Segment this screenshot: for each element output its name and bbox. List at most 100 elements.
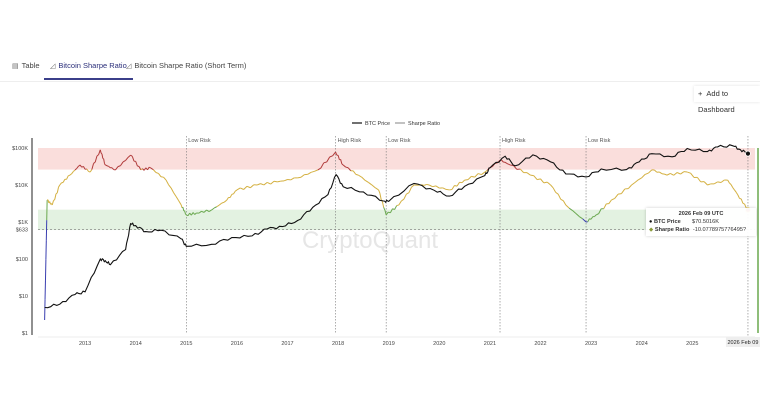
add-to-dashboard-button[interactable]: + Add to Dashboard: [694, 86, 760, 114]
sharpe-ratio-segment: [445, 188, 450, 191]
sharpe-ratio-segment: [696, 177, 702, 183]
sharpe-ratio-segment: [664, 173, 668, 176]
sharpe-ratio-segment: [423, 183, 427, 186]
y-tick-label: $100: [16, 257, 28, 263]
sharpe-ratio-segment: [590, 216, 594, 220]
sharpe-ratio-segment: [127, 154, 131, 158]
sharpe-ratio-segment: [55, 192, 58, 195]
sharpe-ratio-segment: [283, 179, 288, 182]
sharpe-ratio-segment: [368, 182, 373, 186]
sharpe-ratio-segment: [342, 164, 347, 168]
sharpe-ratio-segment: [358, 174, 362, 178]
sharpe-ratio-segment: [310, 170, 315, 173]
plus-icon: +: [698, 89, 703, 98]
sharpe-ratio-segment: [666, 172, 671, 176]
sharpe-ratio-segment: [361, 176, 366, 181]
sharpe-ratio-segment: [122, 159, 126, 163]
sharpe-ratio-segment: [737, 194, 740, 199]
annotation-label: Low Risk: [388, 138, 411, 144]
sharpe-ratio-segment: [101, 153, 104, 159]
sharpe-ratio-segment: [341, 163, 344, 166]
sharpe-ratio-segment: [103, 158, 105, 164]
sharpe-ratio-segment: [501, 159, 504, 163]
sharpe-ratio-segment: [557, 193, 562, 200]
sharpe-ratio-segment: [575, 213, 580, 217]
sharpe-ratio-segment: [125, 157, 129, 161]
y-marker-label: $633: [16, 227, 28, 233]
sharpe-ratio-segment: [270, 180, 275, 185]
sharpe-ratio-segment: [203, 209, 207, 213]
sharpe-ratio-segment: [552, 187, 557, 193]
sharpe-ratio-segment: [105, 164, 108, 167]
sharpe-ratio-segment: [392, 208, 395, 210]
high-risk-zone: [38, 148, 755, 170]
sharpe-ratio-segment: [300, 174, 305, 178]
x-tick-label: 2023: [585, 341, 597, 347]
sharpe-ratio-segment: [568, 207, 573, 211]
sharpe-ratio-segment: [403, 193, 407, 200]
sharpe-ratio-segment: [201, 210, 205, 213]
sharpe-ratio-segment: [104, 163, 106, 166]
chart-icon: ◿: [126, 63, 132, 70]
sharpe-ratio-segment: [471, 175, 475, 178]
sharpe-ratio-segment: [332, 151, 336, 157]
sharpe-ratio-segment: [147, 166, 150, 171]
sharpe-ratio-segment: [740, 198, 744, 204]
sharpe-ratio-segment: [508, 163, 511, 166]
sharpe-ratio-segment: [68, 174, 71, 177]
sharpe-ratio-segment: [240, 187, 244, 190]
sharpe-ratio-segment: [481, 171, 486, 175]
sharpe-ratio-segment: [582, 218, 587, 223]
x-tick-label: 2017: [281, 341, 293, 347]
sharpe-ratio-segment: [562, 200, 567, 206]
tab-table[interactable]: ▤ Table: [12, 61, 40, 70]
tab-bar: ▤ Table ◿ Bitcoin Sharpe Ratio ◿ Bitcoin Sh…: [0, 55, 760, 82]
sharpe-ratio-segment: [218, 202, 223, 206]
sharpe-ratio-segment: [519, 168, 524, 173]
tab-bitcoin-sharpe-ratio[interactable]: ◿ Bitcoin Sharpe Ratio: [44, 61, 133, 80]
x-tick-label: 2018: [332, 341, 344, 347]
sharpe-ratio-segment: [378, 189, 381, 194]
x-tick-label: 2015: [180, 341, 192, 347]
sharpe-ratio-segment: [163, 176, 167, 181]
sharpe-ratio-segment: [99, 149, 102, 154]
tab-bitcoin-sharpe-ratio-short-term[interactable]: ◿ Bitcoin Sharpe Ratio (Short Term): [126, 61, 247, 70]
table-icon: ▤: [12, 63, 19, 70]
sharpe-ratio-segment: [307, 171, 312, 175]
sharpe-ratio-segment: [62, 179, 66, 183]
sharpe-ratio-segment: [223, 199, 228, 203]
sharpe-ratio-segment: [206, 209, 210, 212]
sharpe-ratio-segment: [208, 209, 212, 212]
sharpe-ratio-segment: [106, 165, 109, 167]
sharpe-ratio-segment: [603, 203, 607, 209]
sharpe-ratio-segment: [173, 192, 177, 197]
sharpe-ratio-segment: [117, 165, 121, 168]
sharpe-ratio-segment: [256, 183, 261, 186]
tooltip-btc-value: $70.5016K: [691, 219, 720, 225]
legend-btc[interactable]: BTC Price: [365, 121, 390, 127]
sharpe-ratio-segment: [69, 173, 72, 176]
sharpe-ratio-segment: [648, 169, 653, 174]
sharpe-ratio-segment: [345, 166, 349, 169]
sharpe-ratio-segment: [355, 173, 359, 176]
sharpe-ratio-segment: [140, 168, 143, 171]
legend-sharpe[interactable]: Sharpe Ratio: [408, 121, 440, 127]
sharpe-ratio-segment: [86, 168, 89, 172]
sharpe-ratio-segment: [233, 190, 236, 195]
sharpe-ratio-segment: [100, 152, 103, 155]
tooltip-date: 2026 Feb 09 UTC: [678, 211, 724, 217]
sharpe-ratio-segment: [631, 182, 636, 186]
sharpe-ratio-segment: [138, 166, 142, 171]
sharpe-ratio-segment: [61, 181, 64, 184]
sharpe-ratio-segment: [533, 175, 538, 180]
sharpe-ratio-segment: [153, 169, 157, 173]
x-tick-label: 2022: [534, 341, 546, 347]
sharpe-ratio-segment: [579, 216, 583, 220]
sharpe-ratio-segment: [234, 189, 238, 192]
sharpe-ratio-segment: [58, 184, 61, 188]
sharpe-ratio-segment: [221, 201, 225, 204]
sharpe-ratio-segment: [267, 181, 271, 185]
sharpe-ratio-segment: [111, 167, 115, 171]
sharpe-ratio-segment: [273, 180, 278, 183]
sharpe-ratio-segment: [190, 212, 194, 216]
